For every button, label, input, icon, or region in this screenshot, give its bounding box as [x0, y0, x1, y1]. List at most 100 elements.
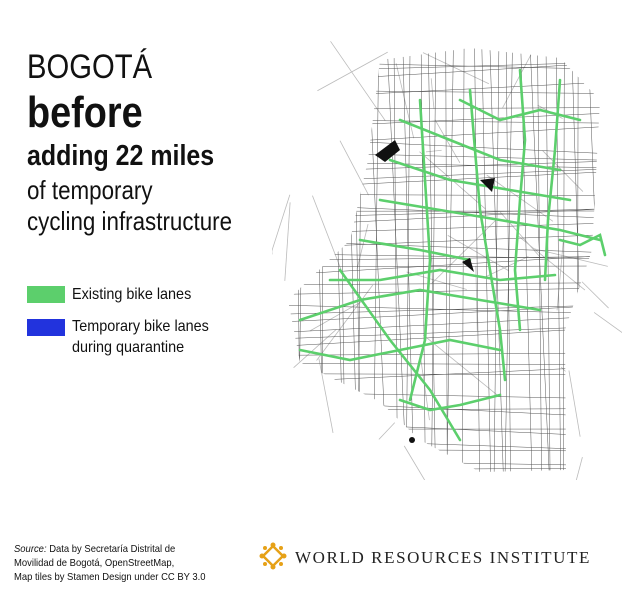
road: [288, 265, 600, 268]
bike-lane: [338, 268, 462, 442]
road: [280, 40, 286, 480]
road: [284, 202, 291, 281]
road: [288, 253, 600, 260]
road: [518, 235, 586, 291]
bike-lane: [378, 198, 602, 242]
road: [505, 48, 511, 472]
outer-roads: [272, 41, 622, 480]
road: [423, 334, 498, 396]
road: [288, 352, 600, 356]
road: [314, 48, 324, 472]
road: [504, 48, 513, 472]
road: [481, 48, 492, 472]
source-text: Data by Secretaría Distrital de: [49, 543, 176, 555]
bike-lane: [468, 88, 507, 382]
lake: [480, 178, 495, 192]
road: [288, 61, 600, 72]
road: [280, 477, 610, 496]
bike-lane: [298, 288, 542, 322]
road: [346, 48, 358, 472]
road: [427, 48, 436, 472]
source-line: Movilidad de Bogotá, OpenStreetMap,: [14, 557, 175, 569]
road: [373, 48, 380, 472]
bike-lane: [558, 233, 607, 257]
bike-lane: [398, 118, 562, 172]
road: [431, 48, 437, 472]
road: [339, 48, 346, 472]
legend-label: Temporary bike lanes: [72, 318, 209, 335]
road: [403, 445, 426, 480]
logo-text: WORLD RESOURCES INSTITUTE: [295, 548, 591, 567]
road: [430, 78, 435, 109]
source-label: Source:: [14, 543, 47, 555]
road: [357, 48, 362, 472]
road: [330, 41, 386, 121]
road: [502, 54, 532, 109]
road: [288, 327, 600, 347]
road: [288, 255, 600, 276]
road: [593, 312, 622, 333]
road: [288, 282, 600, 285]
road: [598, 48, 600, 472]
road: [280, 40, 610, 42]
road: [367, 48, 388, 472]
road: [288, 137, 600, 155]
subtitle-line: of temporary: [27, 175, 153, 205]
road: [446, 48, 454, 472]
road: [556, 238, 564, 311]
road: [500, 211, 541, 258]
road: [288, 420, 600, 437]
logo-icon: [259, 542, 287, 570]
legend-swatch: [27, 286, 65, 303]
road: [288, 362, 600, 366]
road: [288, 151, 600, 161]
road: [568, 370, 581, 437]
road: [288, 326, 600, 340]
road: [395, 63, 415, 139]
headline: adding 22 miles: [27, 140, 215, 172]
road: [587, 48, 600, 472]
road: [312, 195, 343, 273]
road: [288, 287, 600, 295]
road: [288, 222, 600, 234]
source-line: Source: Data by Secretaría Distrital de: [14, 543, 175, 555]
road: [297, 48, 305, 472]
road: [293, 329, 337, 369]
road: [575, 457, 583, 480]
road: [288, 119, 600, 124]
road: [447, 235, 510, 272]
road: [288, 366, 600, 383]
road: [272, 194, 291, 252]
road: [422, 52, 490, 85]
road: [378, 422, 396, 440]
road: [288, 107, 600, 110]
road: [431, 219, 496, 284]
road: [316, 284, 374, 361]
road: [280, 39, 610, 46]
legend-swatch: [27, 319, 65, 336]
road: [542, 150, 584, 192]
road: [339, 140, 369, 196]
road: [288, 256, 600, 261]
lake: [462, 258, 474, 272]
city-name: BOGOTÁ: [27, 48, 153, 86]
road: [288, 304, 600, 323]
road: [288, 48, 600, 55]
road: [545, 48, 551, 472]
road: [474, 48, 480, 472]
bike-lane: [513, 68, 527, 332]
bike-lane: [408, 98, 432, 402]
bike-lanes: [298, 68, 607, 442]
road: [356, 224, 369, 270]
road: [288, 315, 600, 333]
road: [317, 51, 388, 92]
road: [493, 48, 500, 472]
road: [563, 48, 565, 472]
road: [318, 358, 334, 433]
road: [434, 119, 461, 163]
road: [445, 48, 448, 472]
bike-lane: [328, 268, 557, 282]
road: [272, 248, 273, 255]
